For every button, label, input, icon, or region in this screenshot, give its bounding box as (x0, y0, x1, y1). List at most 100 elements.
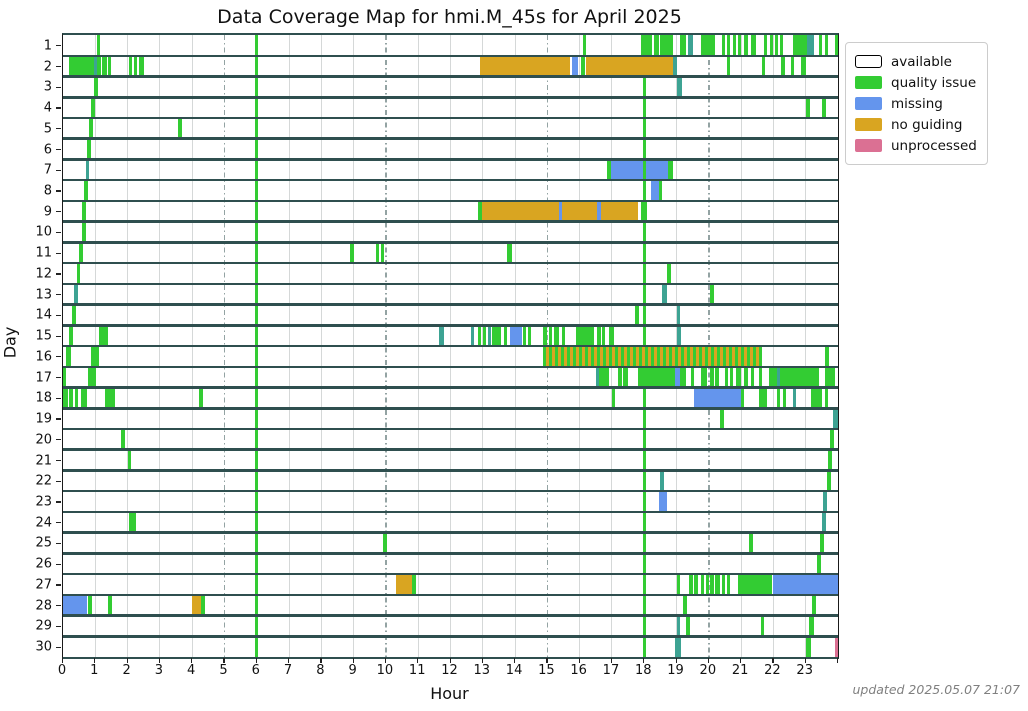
segment-quality-issue (763, 35, 767, 56)
segment-no-guiding (395, 574, 412, 595)
segment-quality-issue (80, 387, 88, 409)
segment-quality-issue (736, 366, 742, 388)
segment-quality-issue (255, 304, 259, 326)
segment-quality-missing-overlap-teal- (439, 325, 445, 346)
segment-no-guiding (561, 200, 598, 222)
segment-quality-issue (737, 574, 772, 595)
segment-quality-issue (255, 532, 259, 554)
segment-quality-issue (779, 35, 784, 56)
row-separator (63, 531, 838, 534)
segment-quality-issue (255, 138, 259, 160)
x-tick-label: 7 (283, 663, 293, 678)
segment-quality-issue (507, 242, 512, 264)
x-axis-title: Hour (430, 684, 469, 703)
y-tick-mark (56, 335, 61, 337)
y-tick-mark (56, 211, 61, 213)
y-tick-label: 14 (35, 307, 52, 323)
segment-quality-missing-overlap-teal- (93, 55, 97, 77)
segment-quality-issue (710, 366, 714, 388)
segment-quality-issue (255, 117, 259, 139)
segment-quality-issue (255, 35, 259, 56)
segment-quality-issue (542, 325, 548, 346)
segment-quality-issue (96, 55, 102, 77)
segment-quality-issue (611, 387, 616, 409)
x-tick-mark (158, 658, 161, 663)
segment-quality-issue (666, 263, 671, 284)
segment-quality-issue (492, 325, 501, 346)
segment-quality-issue (138, 55, 144, 77)
segment-no-guiding (586, 55, 674, 77)
row-separator (63, 552, 838, 555)
row-separator (63, 199, 838, 203)
segment-quality-issue (75, 387, 79, 409)
segment-quality-issue (255, 159, 259, 181)
segment-quality-issue (255, 200, 259, 222)
segment-no-guiding (192, 594, 202, 616)
segment-quality-issue (710, 283, 715, 305)
row-separator (63, 75, 838, 78)
segment-quality-missing-overlap-teal- (833, 408, 838, 429)
segment-quality-issue (87, 366, 96, 388)
y-tick-label: 12 (35, 266, 52, 282)
segment-quality-issue (637, 366, 675, 388)
segment-quality-missing-overlap-teal- (673, 55, 677, 77)
segment-quality-issue (561, 325, 566, 346)
x-tick-label: 1 (90, 663, 99, 678)
y-tick-label: 3 (43, 79, 52, 95)
segment-missing (558, 200, 562, 222)
updated-timestamp: updated 2025.05.07 21:07 (852, 682, 1020, 697)
row-separator (63, 365, 838, 369)
segment-quality-issue (726, 574, 730, 595)
segment-quality-issue (255, 636, 259, 657)
segment-quality-issue (88, 117, 93, 139)
segment-quality-issue (69, 387, 74, 409)
coverage-row-day-7 (63, 159, 838, 181)
y-tick-label: 29 (35, 618, 52, 634)
x-tick-label: 15 (538, 663, 555, 678)
coverage-row-day-30 (63, 636, 838, 657)
segment-quality-issue (805, 97, 810, 118)
coverage-row-day-20 (63, 428, 838, 450)
x-tick-label: 16 (570, 663, 587, 678)
segment-missing (597, 200, 601, 222)
segment-quality-issue (642, 180, 646, 201)
segment-quality-issue (828, 449, 833, 471)
x-tick-label: 23 (796, 663, 813, 678)
segment-quality-issue (642, 387, 646, 409)
segment-quality-issue (255, 366, 259, 388)
row-separator (63, 344, 838, 348)
segment-quality-issue (658, 180, 662, 201)
row-separator (63, 407, 838, 410)
y-tick-mark (56, 459, 61, 462)
segment-quality-issue (721, 35, 725, 56)
segment-quality-issue (768, 366, 777, 388)
y-tick-mark (56, 128, 61, 130)
y-tick-label: 8 (43, 183, 52, 199)
y-tick-mark (56, 522, 61, 524)
segment-quality-issue (108, 594, 113, 616)
segment-quality-missing-overlap-teal- (662, 283, 667, 305)
x-tick-mark (320, 658, 322, 663)
segment-quality-issue (724, 366, 729, 388)
legend-swatch-unprocessed (855, 139, 882, 152)
segment-quality-issue (805, 636, 811, 657)
y-tick-mark (56, 231, 61, 234)
segment-quality-issue (255, 263, 259, 284)
y-tick-label: 20 (35, 432, 52, 448)
segment-quality-issue (705, 574, 709, 595)
row-separator (63, 220, 838, 223)
segment-quality-issue (779, 366, 819, 388)
y-tick-label: 17 (35, 370, 52, 386)
x-tick-label: 21 (731, 663, 749, 678)
segment-quality-issue (829, 428, 835, 450)
segment-quality-issue (91, 97, 96, 118)
coverage-row-day-15 (63, 325, 838, 346)
segment-quality-issue (93, 76, 98, 98)
segment-quality-issue (255, 242, 259, 264)
legend-item-unprocessed: unprocessed (855, 135, 977, 156)
y-tick-label: 10 (35, 224, 52, 240)
legend-swatch-quality-issue (855, 76, 882, 89)
segment-quality-issue (411, 574, 416, 595)
segment-quality-issue (127, 449, 132, 471)
